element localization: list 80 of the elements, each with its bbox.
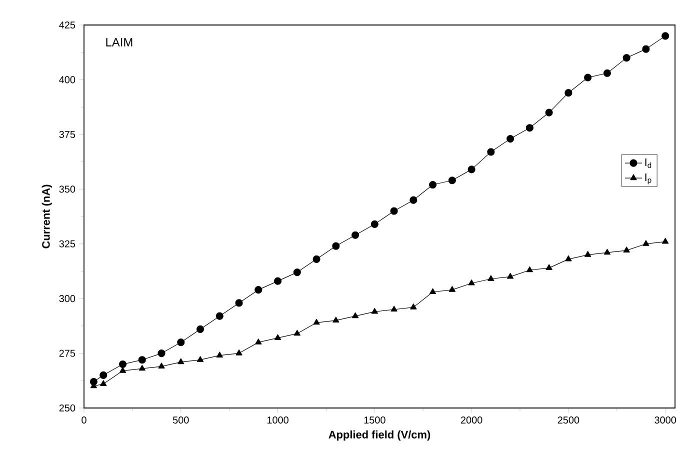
point: [506, 135, 514, 143]
point: [274, 334, 282, 340]
point: [662, 238, 669, 244]
x-tick-label: 1500: [364, 416, 386, 424]
point: [371, 308, 378, 314]
point: [351, 231, 360, 239]
point: [545, 108, 553, 116]
y-tick-label: 350: [59, 186, 76, 193]
point: [158, 349, 166, 358]
y-tick-label: 250: [59, 404, 76, 412]
point: [216, 312, 224, 320]
x-tick-label: 1000: [267, 416, 288, 424]
annotation: LAIM: [106, 38, 132, 46]
point: [255, 338, 262, 344]
point: [410, 196, 418, 204]
x-tick-label: 3000: [654, 416, 676, 424]
point: [488, 275, 494, 281]
point: [468, 279, 475, 286]
point: [622, 54, 630, 62]
x-tick-label: 0: [82, 416, 86, 424]
point: [662, 32, 670, 40]
point: [390, 207, 398, 215]
point: [468, 166, 476, 174]
point: [119, 367, 126, 373]
point: [293, 268, 301, 276]
point: [294, 330, 300, 336]
point: [526, 266, 533, 272]
point: [410, 304, 417, 310]
x-tick-label: 500: [172, 416, 189, 424]
point: [390, 306, 398, 312]
point: [429, 180, 437, 189]
point: [565, 255, 572, 262]
point: [603, 69, 611, 77]
point: [584, 74, 592, 82]
point: [642, 45, 650, 53]
point: [546, 264, 552, 270]
point: [332, 316, 340, 322]
x-axis-title: Applied field (V/cm): [328, 430, 430, 441]
point: [564, 89, 572, 97]
y-tick-label: 325: [59, 240, 76, 248]
point: [236, 349, 242, 356]
point: [429, 288, 436, 294]
point: [526, 124, 534, 132]
point: [313, 318, 320, 325]
point: [642, 240, 650, 246]
point: [448, 176, 456, 184]
point: [178, 358, 184, 364]
point: [100, 380, 107, 386]
point: [332, 242, 340, 250]
point: [623, 246, 630, 252]
point: [118, 360, 127, 368]
point: [352, 312, 359, 318]
legend-label: I$_{d}$: [645, 158, 652, 168]
legend-label: I$_{p}$: [645, 174, 652, 184]
y-tick-label: 275: [59, 350, 76, 357]
x-tick-label: 2000: [460, 416, 482, 424]
point: [448, 286, 456, 292]
point: [158, 362, 165, 368]
point: [487, 148, 495, 156]
point: [254, 286, 262, 294]
point: [274, 277, 282, 285]
x-tick-label: 2500: [558, 416, 580, 424]
point: [196, 325, 204, 333]
point: [370, 220, 378, 228]
point: [235, 299, 243, 307]
point: [216, 352, 223, 358]
y-tick-label: 425: [59, 21, 76, 29]
point: [177, 338, 185, 346]
y-tick-label: 400: [59, 76, 76, 84]
y-tick-label: 300: [59, 295, 76, 302]
point: [584, 251, 592, 257]
point: [312, 255, 320, 263]
y-axis-title: Current (nA): [42, 184, 52, 248]
point: [138, 364, 146, 371]
point: [604, 248, 611, 255]
point: [506, 272, 514, 279]
y-tick-label: 375: [59, 130, 76, 138]
point: [196, 356, 204, 362]
point: [100, 371, 108, 379]
point: [138, 356, 146, 364]
